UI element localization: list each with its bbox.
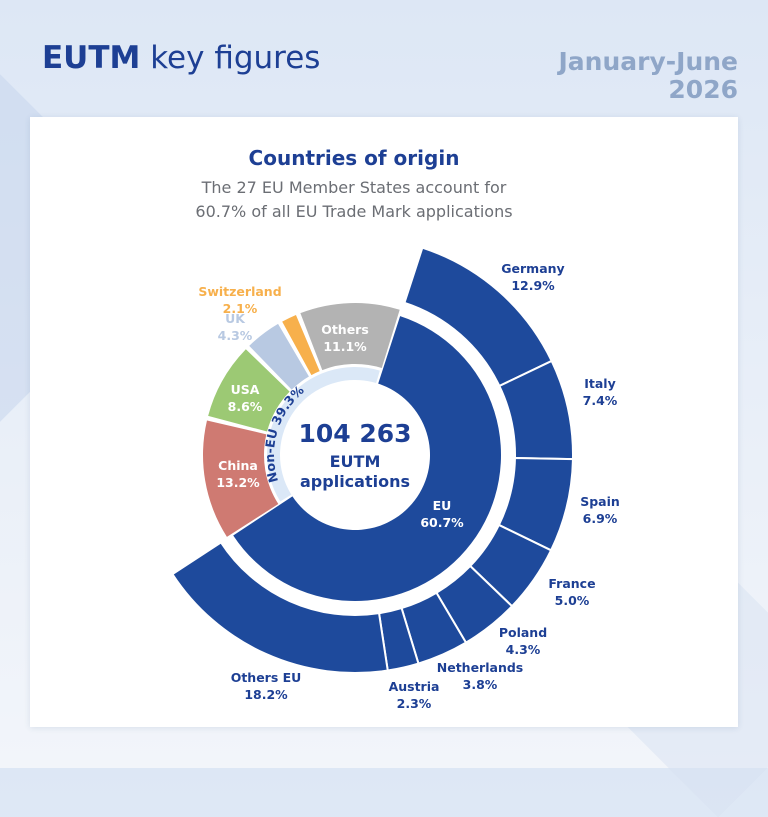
label-netherlands-line1: Netherlands bbox=[437, 660, 523, 675]
label-netherlands: Netherlands 3.8% bbox=[437, 660, 523, 692]
label-poland-line1: Poland bbox=[499, 625, 547, 640]
label-uk-line1: UK bbox=[225, 311, 246, 326]
total-label-line1: EUTM bbox=[330, 452, 381, 471]
slice-others-eu bbox=[171, 541, 389, 674]
label-uk-line2: 4.3% bbox=[218, 328, 253, 343]
label-netherlands-line2: 3.8% bbox=[463, 677, 498, 692]
label-france: France 5.0% bbox=[548, 576, 595, 608]
label-usa-line2: 8.6% bbox=[228, 399, 263, 414]
title-bold: EUTM bbox=[42, 40, 141, 76]
label-spain: Spain 6.9% bbox=[580, 494, 620, 526]
label-austria-line2: 2.3% bbox=[397, 696, 432, 711]
subtitle-line1: The 27 EU Member States account for bbox=[201, 178, 507, 197]
label-austria-line1: Austria bbox=[389, 679, 440, 694]
label-poland: Poland 4.3% bbox=[499, 625, 547, 657]
label-poland-line2: 4.3% bbox=[506, 642, 541, 657]
inner-slice-non-eu bbox=[267, 367, 380, 502]
label-eu: EU 60.7% bbox=[420, 498, 464, 530]
non-eu-ring bbox=[203, 303, 400, 537]
title-rest: key figures bbox=[150, 40, 321, 76]
label-switzerland-line2: 2.1% bbox=[223, 301, 258, 316]
label-france-line2: 5.0% bbox=[555, 593, 590, 608]
slice-china bbox=[203, 420, 279, 537]
label-germany-line2: 12.9% bbox=[511, 278, 555, 293]
label-italy: Italy 7.4% bbox=[583, 376, 618, 408]
label-others-eu-line2: 18.2% bbox=[244, 687, 288, 702]
label-china-line2: 13.2% bbox=[216, 475, 260, 490]
label-others-line2: 11.1% bbox=[323, 339, 367, 354]
label-eu-line1: EU bbox=[433, 498, 452, 513]
label-austria: Austria 2.3% bbox=[389, 679, 440, 711]
slice-usa bbox=[208, 349, 290, 432]
label-others: Others 11.1% bbox=[321, 322, 369, 354]
eu-ring bbox=[171, 246, 574, 674]
total-value: 104 263 bbox=[298, 419, 411, 448]
label-italy-line1: Italy bbox=[584, 376, 616, 391]
period-line2: 2026 bbox=[668, 75, 738, 104]
label-germany: Germany 12.9% bbox=[501, 261, 564, 293]
label-usa: USA 8.6% bbox=[228, 382, 263, 414]
period-line1: January-June bbox=[558, 47, 739, 76]
subtitle-line2: 60.7% of all EU Trade Mark applications bbox=[195, 202, 513, 221]
period: January-June 2026 bbox=[478, 47, 739, 104]
label-switzerland-line1: Switzerland bbox=[198, 284, 281, 299]
slice-switzerland bbox=[282, 314, 320, 376]
label-eu-line2: 60.7% bbox=[420, 515, 464, 530]
inner-slice-eu bbox=[233, 316, 501, 601]
label-others-eu: Others EU 18.2% bbox=[231, 670, 302, 702]
total-label-line2: applications bbox=[300, 472, 410, 491]
label-usa-line1: USA bbox=[231, 382, 260, 397]
label-china-line1: China bbox=[218, 458, 258, 473]
slice-others bbox=[300, 303, 400, 371]
label-others-eu-line1: Others EU bbox=[231, 670, 302, 685]
label-spain-line2: 6.9% bbox=[583, 511, 618, 526]
label-italy-line2: 7.4% bbox=[583, 393, 618, 408]
chart-title: Countries of origin bbox=[248, 146, 460, 170]
label-switzerland: Switzerland 2.1% bbox=[198, 284, 281, 316]
label-uk: UK 4.3% bbox=[218, 311, 253, 343]
label-china: China 13.2% bbox=[216, 458, 260, 490]
sunburst-chart: EU 60.7% China 13.2% USA 8.6% Others 11.1% UK 4.3… bbox=[171, 246, 620, 711]
label-germany-line1: Germany bbox=[501, 261, 564, 276]
slice-uk bbox=[249, 323, 309, 390]
center-total: 104 263 EUTM applications bbox=[298, 419, 411, 491]
page-title: EUTM key figures bbox=[42, 40, 320, 76]
inner-ring bbox=[233, 316, 501, 601]
label-france-line1: France bbox=[548, 576, 595, 591]
chart-subtitle: The 27 EU Member States account for 60.7… bbox=[0, 176, 708, 224]
label-others-line1: Others bbox=[321, 322, 369, 337]
label-spain-line1: Spain bbox=[580, 494, 620, 509]
